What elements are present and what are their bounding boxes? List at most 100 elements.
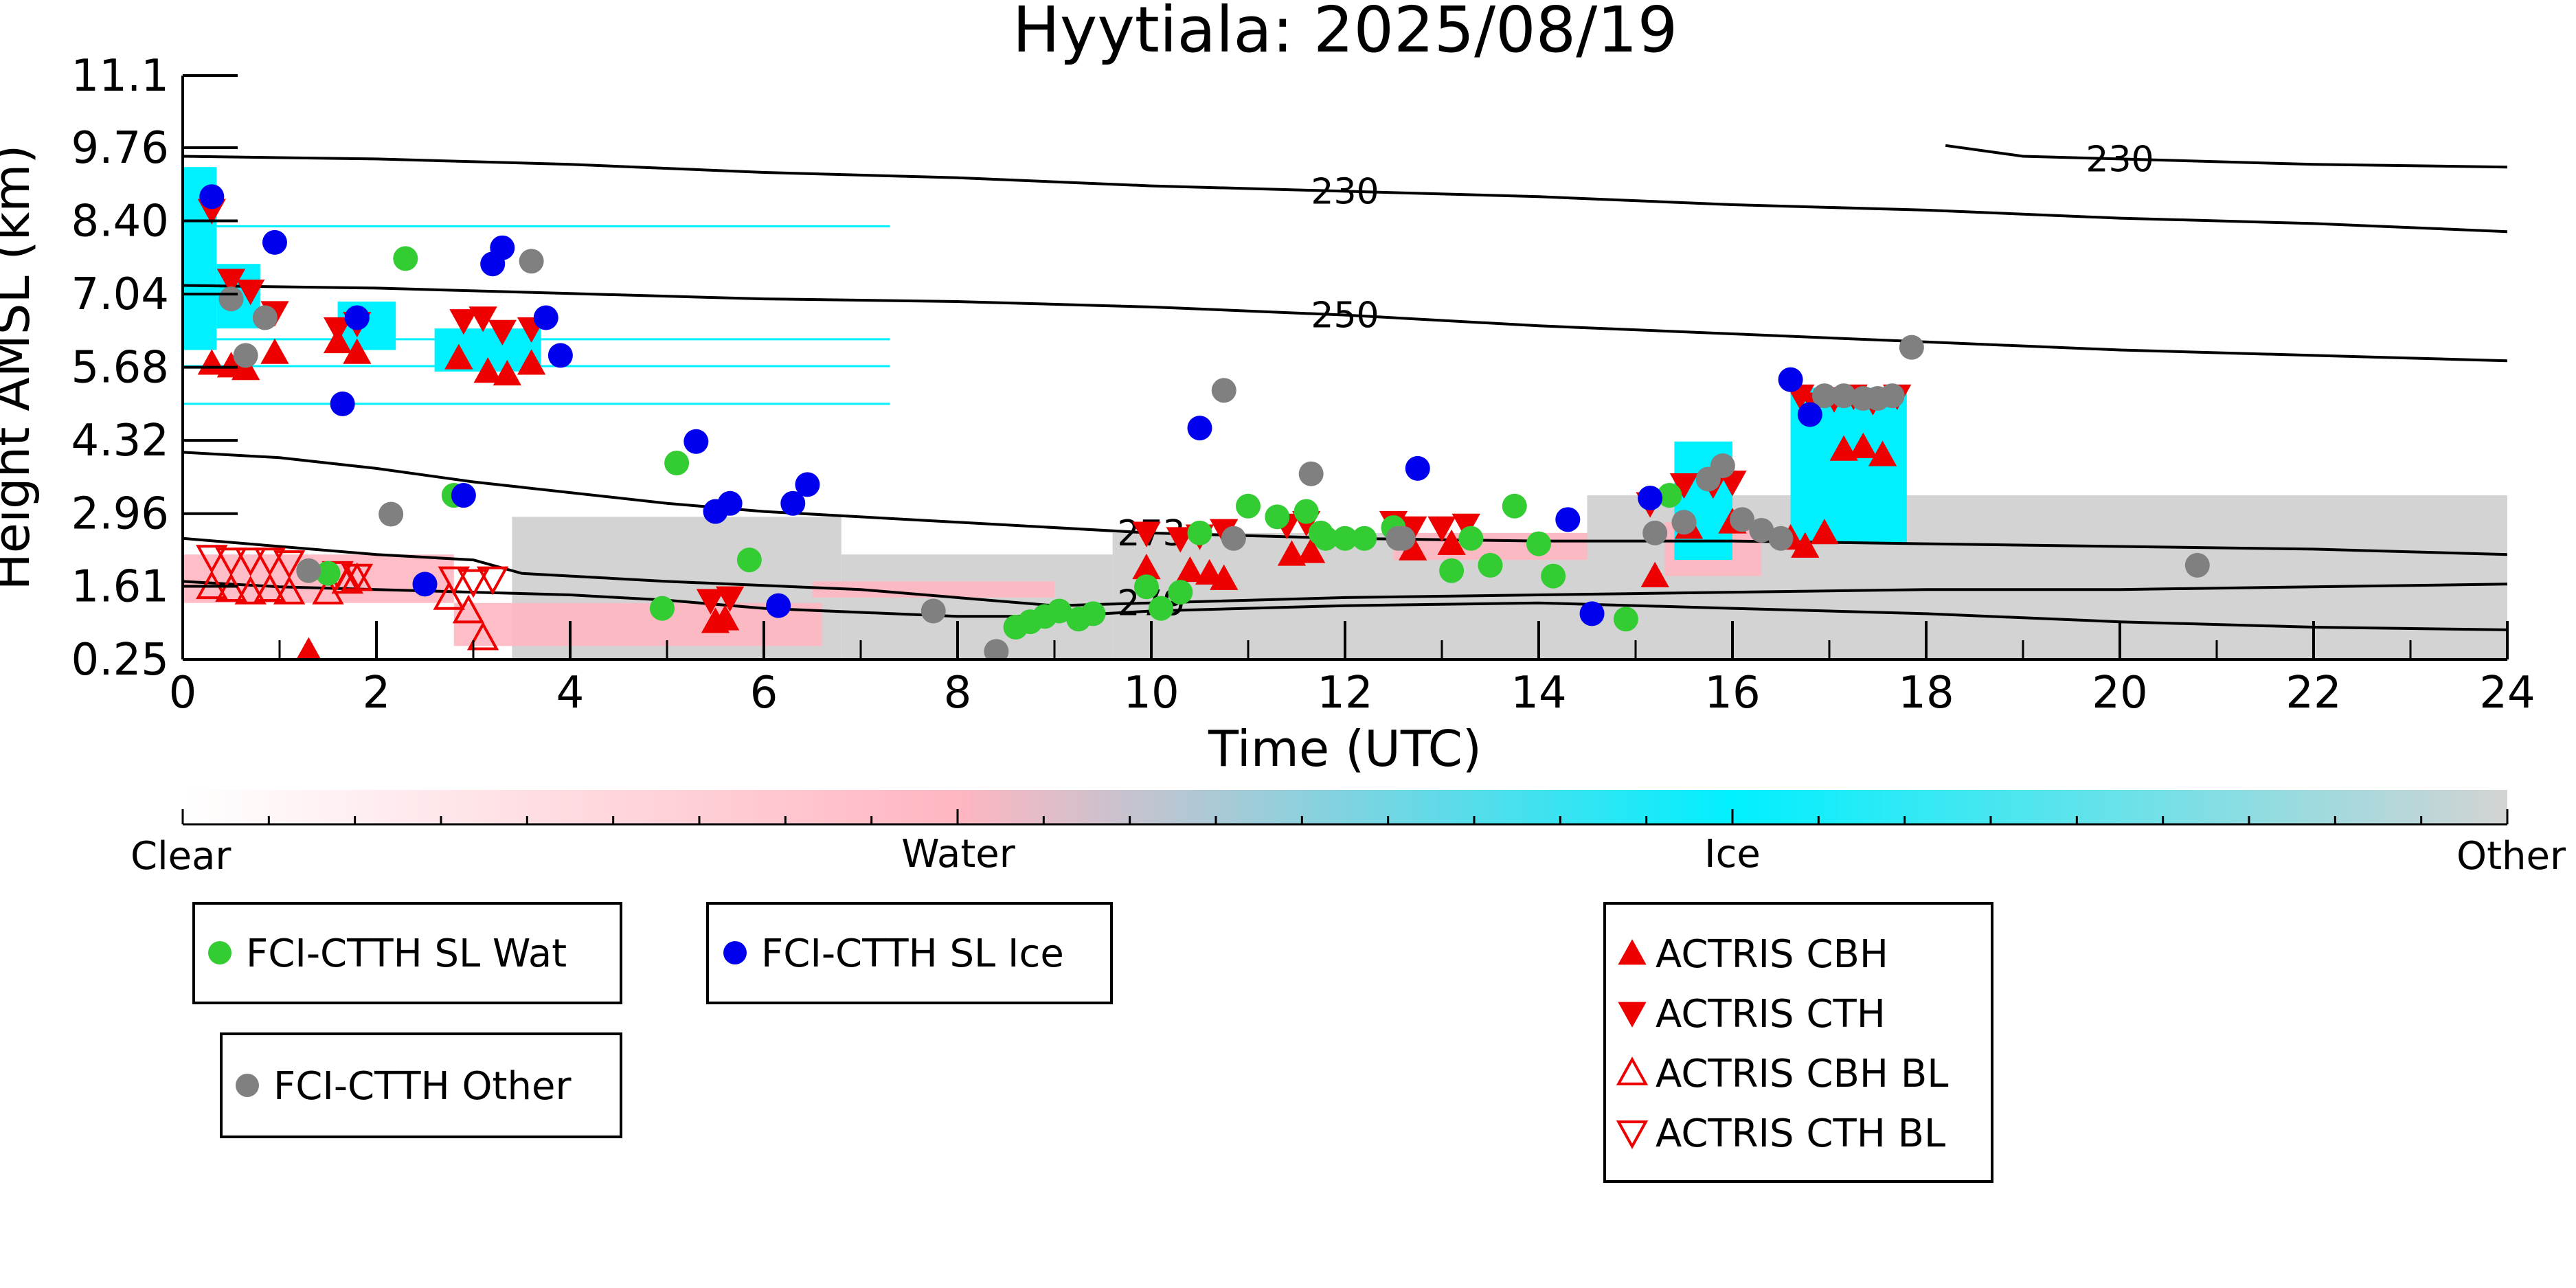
legend-marker-other: [236, 1074, 259, 1097]
data-point-actris-cbh: [1297, 537, 1326, 563]
x-tick-label: 10: [1123, 668, 1179, 719]
x-tick-label: 18: [1898, 668, 1954, 719]
data-point-fci-ctth-sl-ice: [533, 305, 558, 330]
y-axis-label: Height AMSL (km): [0, 145, 41, 591]
data-point-actris-cth: [236, 280, 265, 306]
x-axis-ticks: 0 2 4 6 8 10 12 14 16 18 20 22 24: [169, 621, 2535, 719]
legend-other: FCI-CTTH Other: [220, 1032, 622, 1138]
data-point-actris-cth-bl: [196, 545, 228, 574]
data-point-actris-cth: [1132, 521, 1161, 547]
colorbar-label-clear: Clear: [131, 834, 231, 879]
x-tick-label: 22: [2285, 668, 2341, 719]
data-point-actris-cth: [488, 319, 517, 346]
y-tick-label: 4.32: [71, 416, 170, 466]
x-tick-label: 14: [1511, 668, 1566, 719]
x-tick-label: 24: [2479, 668, 2535, 719]
data-point-actris-cbh: [1868, 440, 1897, 466]
data-point-actris-cbh: [1810, 519, 1839, 545]
data-point-actris-cth: [1427, 516, 1456, 542]
data-point-fci-ctth-sl-wat: [736, 547, 762, 573]
data-point-fci-ctth-sl-wat: [649, 596, 675, 621]
data-point-fci-ctth-sl-ice: [1187, 416, 1212, 441]
contour-line: [183, 155, 2507, 234]
x-tick-label: 20: [2092, 668, 2147, 719]
legend-sl-wat: FCI-CTTH SL Wat: [192, 902, 622, 1004]
data-point-actris-cth-bl: [273, 550, 306, 579]
temperature-contours: [183, 144, 2507, 631]
data-point-actris-cbh: [1829, 435, 1858, 461]
data-point-actris-cth: [468, 306, 497, 332]
mask-water-region: [812, 581, 1054, 598]
data-point-fci-ctth-sl-wat: [1081, 601, 1106, 626]
legend-label-cbh-bl: ACTRIS CBH BL: [1656, 1052, 1948, 1096]
x-tick-label: 12: [1317, 668, 1372, 719]
mask-ice-region: [337, 302, 396, 350]
contour-line: [1945, 144, 2507, 169]
data-point-fci-ctth-other: [2184, 552, 2210, 578]
data-point-actris-cbh: [1791, 532, 1820, 558]
data-point-fci-ctth-other: [379, 501, 404, 527]
data-point-fci-ctth-sl-ice: [683, 429, 709, 454]
mask-water-region: [453, 602, 822, 646]
data-point-actris-cbh: [473, 357, 502, 383]
cloud-mask-field: [183, 167, 2507, 659]
colorbar: [183, 790, 2507, 824]
data-point-fci-ctth-sl-wat: [1439, 558, 1465, 583]
data-point-actris-cbh-bl: [433, 580, 465, 610]
data-point-actris-cth: [323, 317, 352, 343]
data-point-actris-cth-bl: [215, 547, 247, 576]
data-point-actris-cbh-bl: [215, 573, 247, 602]
data-point-actris-cbh: [1640, 561, 1669, 587]
data-point-fci-ctth-sl-wat: [1502, 493, 1527, 519]
data-point-actris-cbh-bl: [452, 594, 485, 624]
y-tick-label: 8.40: [71, 196, 170, 247]
legend-marker-actris-cbh-bl: [1616, 1057, 1649, 1085]
data-point-actris-cth: [1166, 527, 1195, 553]
data-point-actris-cth-bl: [253, 547, 286, 576]
colorbar-label-ice: Ice: [1704, 832, 1761, 877]
data-point-fci-ctth-sl-wat: [1657, 483, 1682, 508]
data-point-fci-ctth-other: [1710, 453, 1735, 478]
data-point-actris-cth: [696, 589, 725, 615]
y-tick-label: 11.1: [71, 51, 170, 102]
data-point-actris-cbh-bl: [273, 576, 306, 605]
contour-label: 250: [1311, 295, 1379, 337]
data-point-fci-ctth-other: [984, 639, 1009, 659]
x-tick-label: 6: [750, 668, 778, 719]
y-axis-ticks: 0.25 1.61 2.96 4.32 5.68 7.04 8.40 9.76 11.1: [71, 51, 238, 686]
data-point-fci-ctth-other: [1811, 383, 1837, 409]
legend-label-cth: ACTRIS CTH: [1656, 992, 1886, 1037]
data-point-actris-cbh: [1277, 540, 1307, 566]
data-point-fci-ctth-sl-ice: [766, 593, 791, 618]
data-point-fci-ctth-sl-wat: [1047, 598, 1072, 624]
contour-label: 230: [1311, 171, 1379, 212]
colorbar-ticks: [181, 809, 2509, 824]
data-point-fci-ctth-sl-ice: [717, 490, 743, 516]
data-point-fci-ctth-sl-ice: [1579, 601, 1605, 626]
x-tick-label: 0: [169, 668, 197, 719]
mask-other-region: [841, 554, 1113, 659]
data-point-fci-ctth-sl-ice: [547, 343, 573, 368]
legend-sl-ice: FCI-CTTH SL Ice: [706, 902, 1113, 1004]
data-point-fci-ctth-other: [1221, 526, 1246, 551]
data-point-fci-ctth-other: [1298, 461, 1324, 486]
colorbar-label-other: Other: [2456, 834, 2566, 879]
data-point-fci-ctth-other: [920, 598, 946, 624]
data-point-fci-ctth-other: [1899, 335, 1924, 360]
data-point-fci-ctth-sl-ice: [490, 235, 515, 260]
data-point-fci-ctth-sl-ice: [451, 483, 476, 508]
data-point-actris-cbh: [1175, 556, 1205, 583]
data-point-fci-ctth-sl-ice: [1405, 455, 1430, 481]
data-point-actris-cth: [716, 586, 745, 612]
data-point-fci-ctth-other: [1390, 526, 1416, 551]
y-tick-label: 0.25: [71, 635, 170, 686]
data-point-fci-ctth-sl-ice: [1778, 367, 1803, 392]
data-point-fci-ctth-other: [252, 305, 278, 330]
y-tick-label: 1.61: [71, 561, 170, 612]
legend-label-other: FCI-CTTH Other: [273, 1064, 572, 1109]
data-point-fci-ctth-sl-wat: [1149, 596, 1174, 621]
data-point-actris-cbh: [1849, 432, 1877, 458]
x-tick-label: 4: [556, 668, 585, 719]
data-point-fci-ctth-sl-wat: [1541, 563, 1566, 589]
